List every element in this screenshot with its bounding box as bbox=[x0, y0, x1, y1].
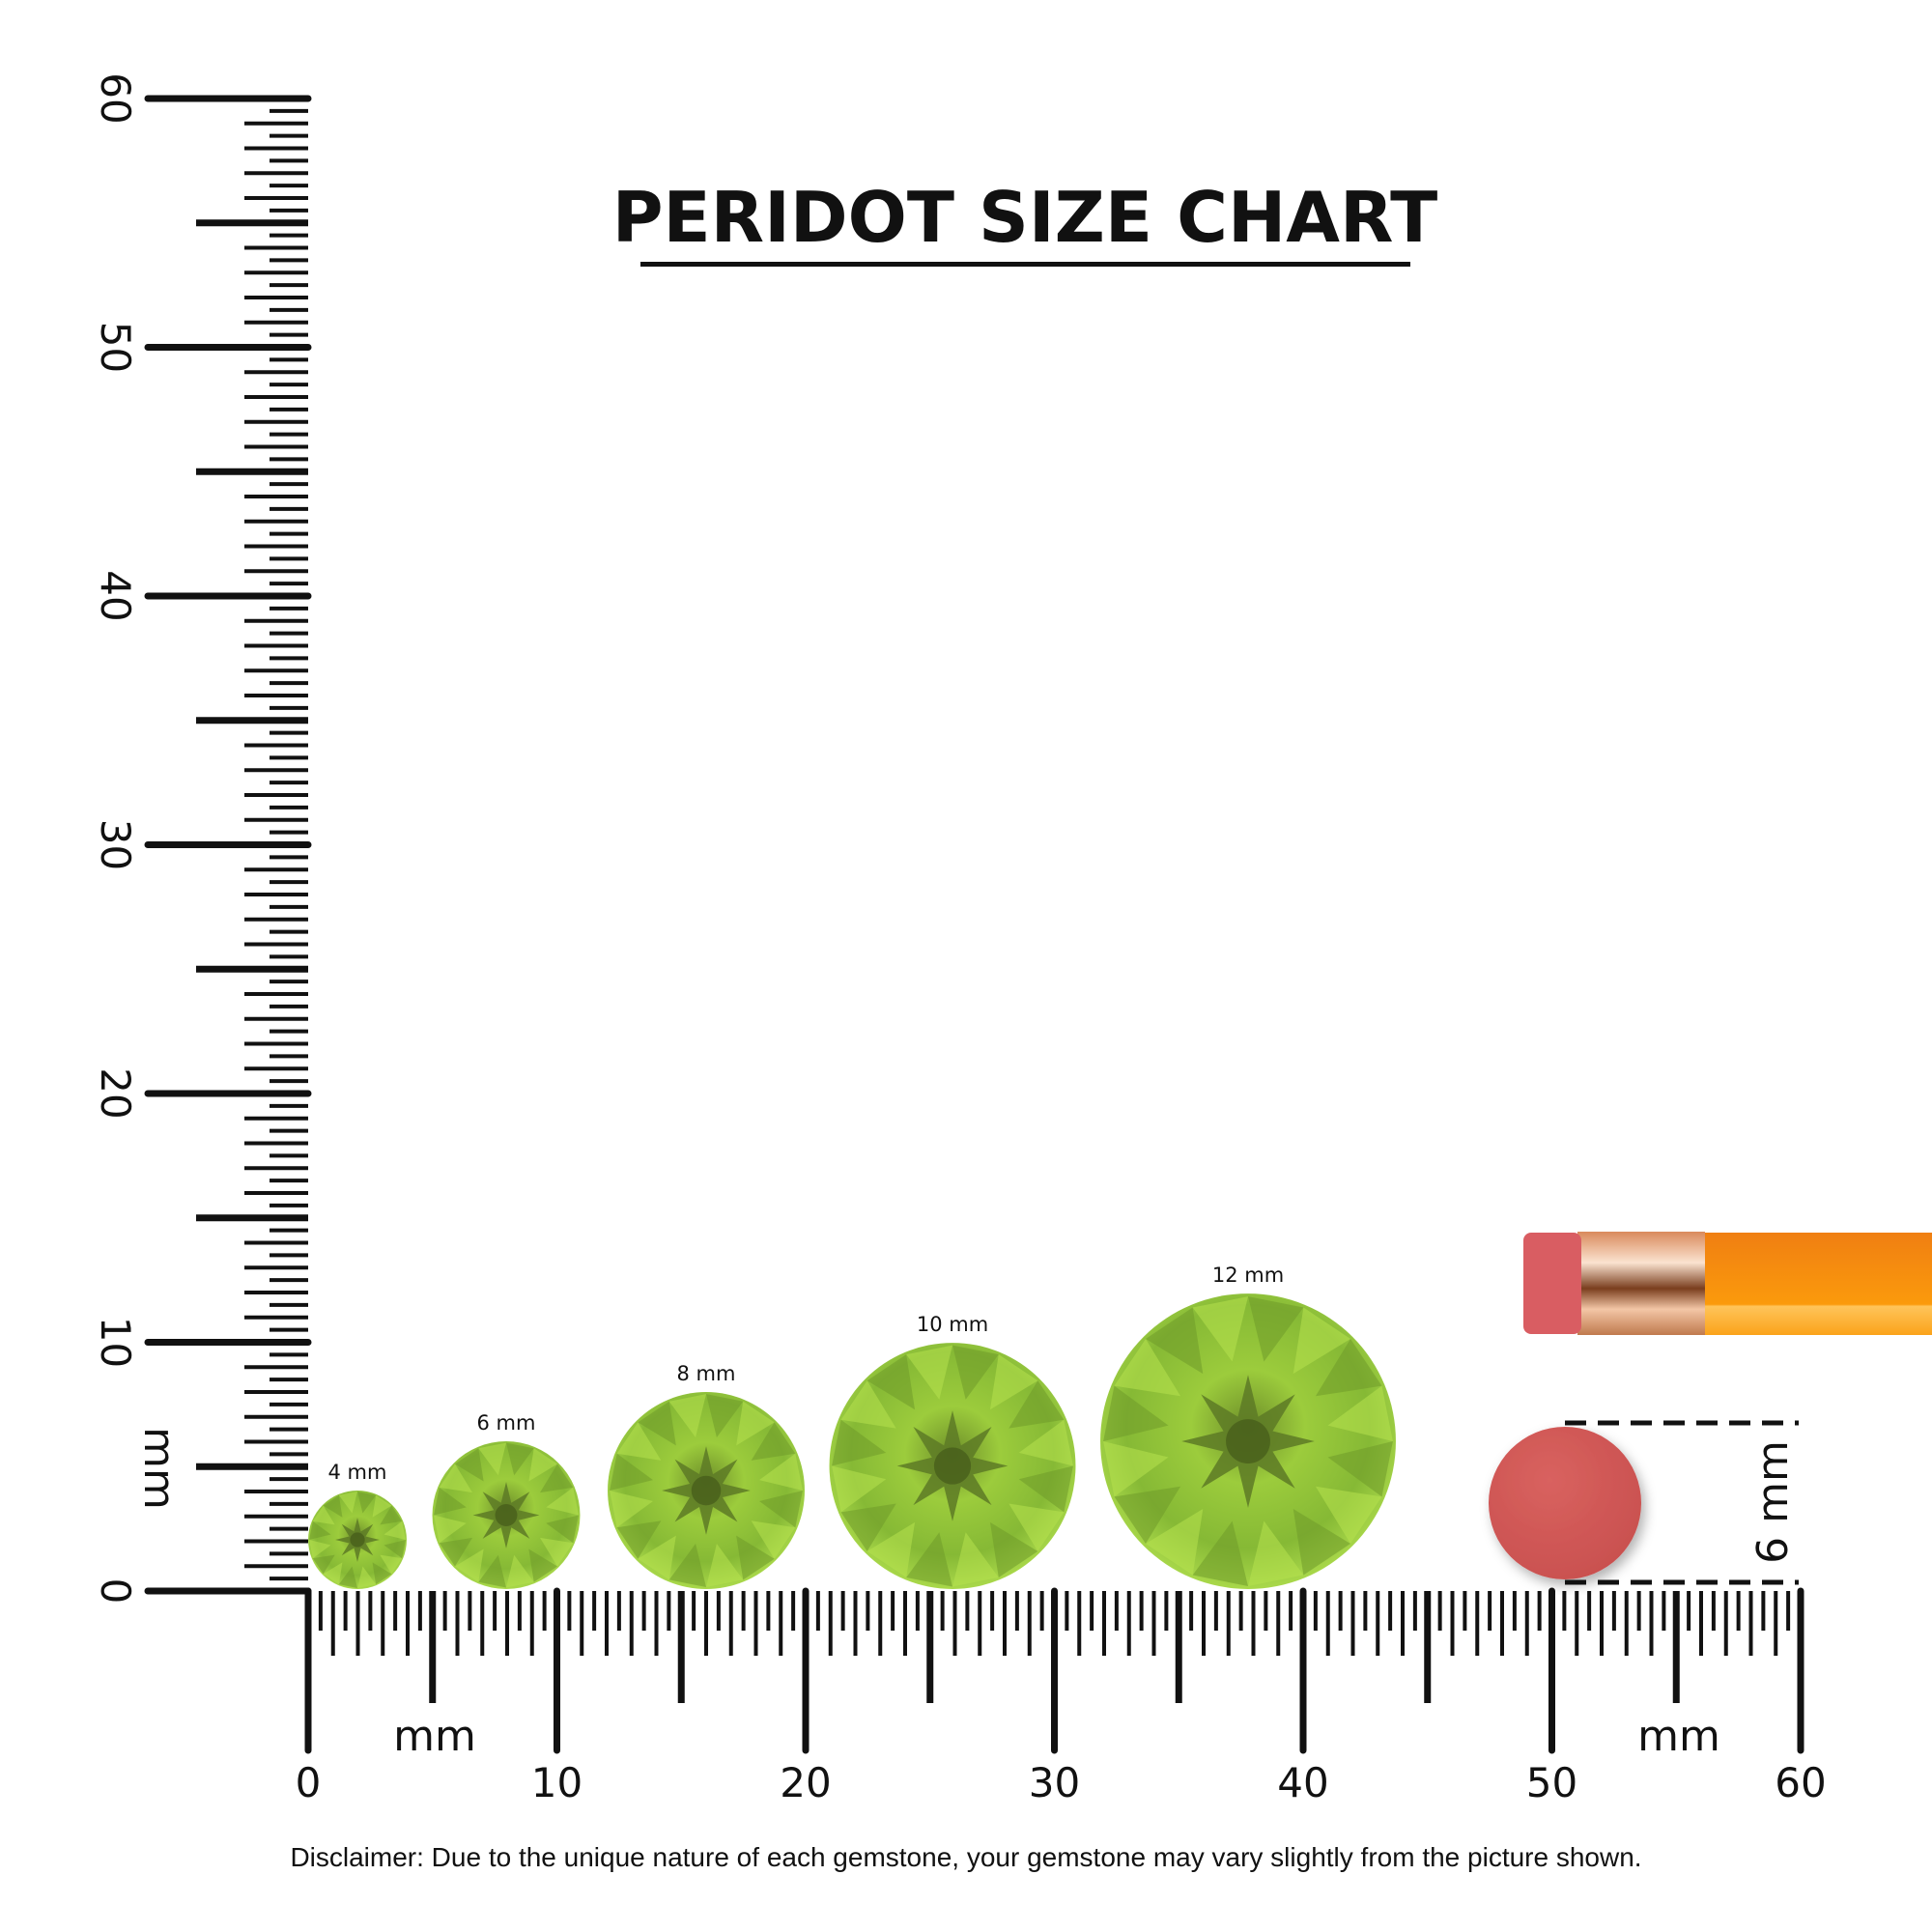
gem-label: 10 mm bbox=[917, 1313, 988, 1336]
y-tick-label: 50 bbox=[92, 322, 139, 373]
y-axis-unit: mm bbox=[134, 1427, 184, 1510]
x-tick-label: 0 bbox=[296, 1759, 322, 1806]
gem-label: 8 mm bbox=[677, 1362, 736, 1385]
gem-label: 12 mm bbox=[1212, 1264, 1284, 1287]
x-axis-unit-right: mm bbox=[1637, 1712, 1720, 1761]
gem-6mm bbox=[432, 1441, 581, 1589]
y-tick-label: 0 bbox=[92, 1578, 139, 1605]
eraser-reference bbox=[1489, 1427, 1641, 1579]
gem-10mm bbox=[829, 1343, 1076, 1589]
x-tick-label: 10 bbox=[531, 1759, 582, 1806]
y-tick-label: 60 bbox=[92, 72, 139, 124]
x-axis-unit-left: mm bbox=[393, 1712, 476, 1761]
x-tick-label: 40 bbox=[1277, 1759, 1328, 1806]
x-tick-label: 20 bbox=[780, 1759, 831, 1806]
disclaimer: Disclaimer: Due to the unique nature of … bbox=[290, 1842, 1641, 1872]
x-tick-label: 60 bbox=[1775, 1759, 1826, 1806]
gem-4mm bbox=[308, 1491, 407, 1589]
gem-label: 6 mm bbox=[477, 1411, 536, 1435]
gem-label: 4 mm bbox=[328, 1461, 387, 1484]
gem-8mm bbox=[608, 1392, 805, 1589]
chart-title: PERIDOT SIZE CHART bbox=[612, 177, 1438, 258]
gem-12mm bbox=[1100, 1293, 1396, 1590]
title-underline bbox=[640, 262, 1410, 267]
x-tick-label: 30 bbox=[1029, 1759, 1080, 1806]
y-tick-label: 10 bbox=[92, 1317, 139, 1368]
y-tick-label: 20 bbox=[92, 1067, 139, 1119]
pencil-image bbox=[1523, 1232, 1932, 1335]
x-tick-label: 50 bbox=[1526, 1759, 1577, 1806]
y-tick-label: 40 bbox=[92, 570, 139, 621]
y-tick-label: 30 bbox=[92, 819, 139, 870]
reference-label: 6 mm bbox=[1748, 1440, 1798, 1564]
